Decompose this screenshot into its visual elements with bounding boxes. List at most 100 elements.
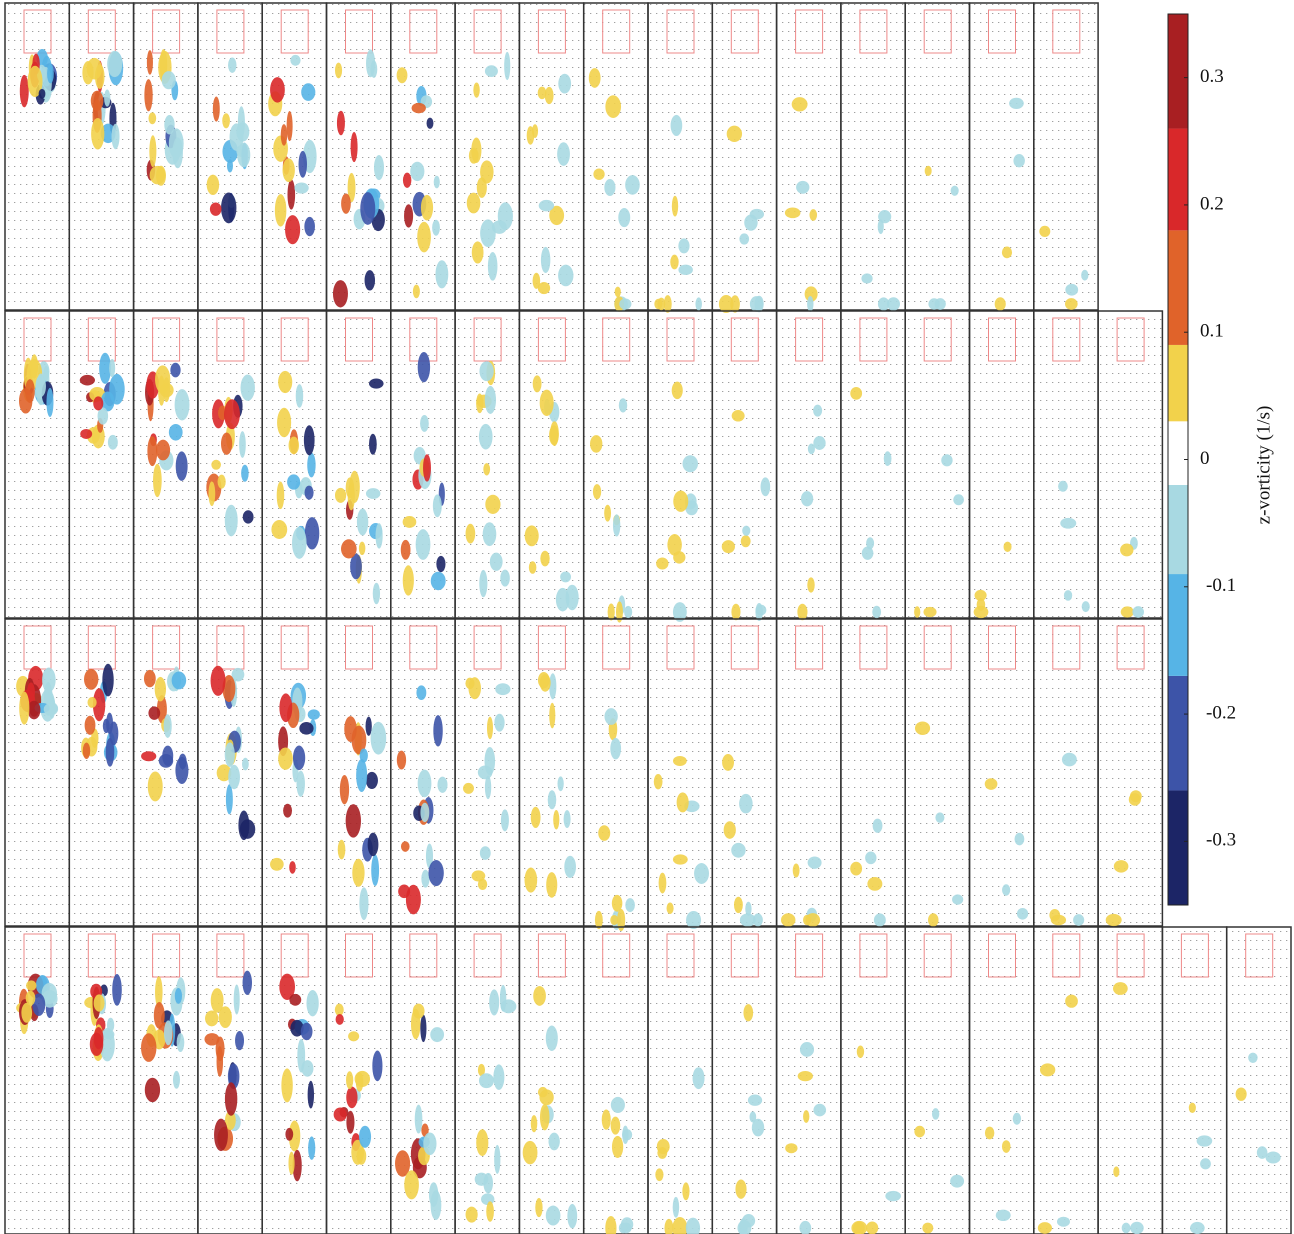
vortex-blob [420,415,429,432]
vortex-blob [412,103,426,113]
panel [648,3,712,310]
vortex-blob [289,861,296,874]
vortex-blob [494,714,504,732]
vortex-blob [619,299,631,310]
vortex-blob [610,738,621,760]
colorbar-band [1168,790,1188,905]
vortex-blob [341,193,351,213]
panel [905,3,969,310]
vortex-blob [785,1143,797,1153]
vortex-blob [397,67,408,83]
vortex-blob [221,192,236,223]
vortex-blob [169,424,183,441]
vortex-blob [853,1222,865,1234]
vortex-blob [471,138,481,163]
vortex-blob [357,508,368,535]
panel [841,927,905,1234]
vortex-blob [301,1060,313,1077]
vortex-blob [1130,790,1142,802]
vortex-blob [170,363,180,378]
vortex-blob [102,664,113,697]
vortex-blob [785,207,801,218]
vortex-blob [498,202,513,230]
vortex-blob [1114,860,1129,872]
vortex-blob [1060,518,1076,529]
vortex-blob [156,440,170,461]
vortex-blob [228,765,240,789]
vortex-blob [501,809,509,831]
vortex-blob [21,1003,32,1023]
vortex-blob [467,193,481,214]
vortex-blob [423,454,431,481]
vortex-blob [483,522,497,546]
panel [1034,927,1098,1234]
vortex-blob [673,756,687,766]
vortex-blob [369,379,384,389]
vortex-blob [624,606,632,618]
vortex-blob [673,1197,680,1218]
vortex-blob [803,1110,809,1123]
vortex-blob [793,863,800,877]
vortex-blob [403,565,414,595]
vortex-blob [241,465,249,482]
vortex-blob [435,260,448,288]
vortex-blob [145,1078,160,1102]
vortex-blob [504,52,510,80]
vortex-blob [781,913,795,926]
colorbar: -0.3-0.2-0.100.10.20.3 [1168,14,1236,905]
vortex-blob [850,862,862,876]
vortex-blob [1197,1135,1213,1146]
vortex-blob [150,166,166,185]
vortex-blob [529,561,537,574]
vortex-blob [225,505,238,537]
vortex-blob [480,160,493,183]
vortex-blob [659,873,667,894]
vortex-blob [722,540,735,553]
vortex-blob [1017,908,1028,920]
vortex-blob [985,778,998,790]
vortex-blob [141,751,156,761]
vortex-blob [952,894,963,904]
vortex-blob [531,807,541,828]
vortex-blob [103,1029,114,1039]
vortex-blob [217,1046,223,1077]
panel [5,311,69,618]
panel [712,619,776,926]
panel [5,927,69,1234]
vortex-blob [359,542,366,555]
vortex-blob [761,477,771,496]
vortex-blob [296,771,304,797]
vortex-blob [673,854,688,864]
vortex-blob [337,111,345,136]
vortex-blob [153,464,162,497]
vortex-blob [619,398,627,412]
panel [1034,619,1098,926]
vortex-blob [335,63,342,79]
panel [970,619,1034,926]
vortex-blob [285,1128,293,1141]
vortex-blob [281,124,288,145]
vortex-blob [275,194,287,227]
vortex-blob [299,722,313,735]
vortex-blob [403,173,411,188]
vortex-blob [866,1222,878,1234]
vortex-blob [476,1129,488,1156]
vortex-blob [489,989,499,1015]
vortex-blob [372,1051,382,1082]
vortex-blob [800,1042,814,1057]
vortex-blob [610,915,618,925]
vortex-blob [218,475,226,489]
vortex-blob [604,179,615,196]
vortex-blob [490,553,503,571]
vortex-blob [437,777,447,793]
vortex-blob [657,1139,670,1154]
vortex-blob [867,877,882,891]
vortex-blob [479,1073,494,1088]
vortex-blob [277,408,291,438]
vortex-blob [307,453,315,478]
tick-label: 0.1 [1200,321,1224,342]
vortex-blob [611,1097,625,1113]
vortex-blob [885,1191,901,1201]
vortex-blob [418,352,430,382]
vortex-blob [240,819,255,838]
